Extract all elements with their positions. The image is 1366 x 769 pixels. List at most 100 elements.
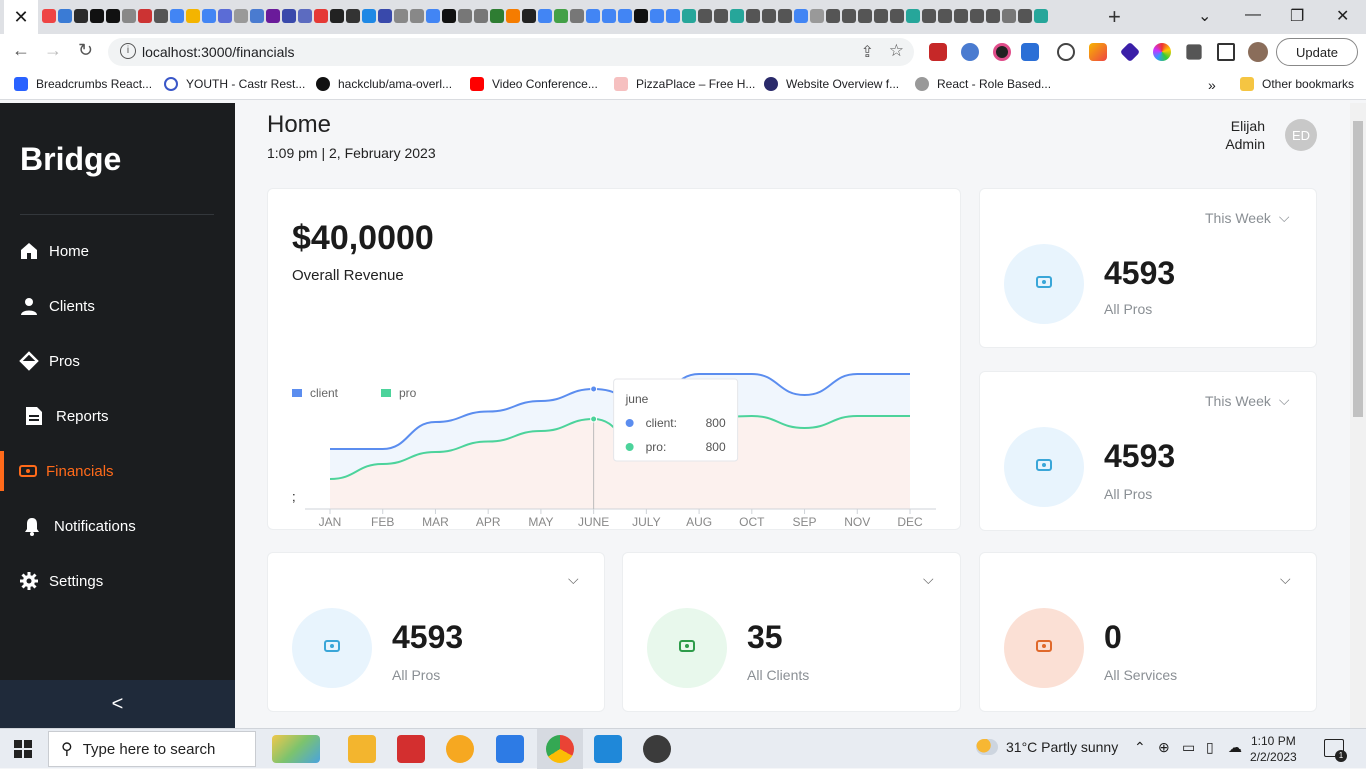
scrollbar-thumb[interactable] (1353, 121, 1363, 417)
minimize-button[interactable]: — (1245, 6, 1261, 23)
tab-favicon-icon[interactable] (890, 9, 904, 23)
color-picker-icon[interactable] (1153, 43, 1171, 61)
taskbar-search-box[interactable]: ⚲ Type here to search (48, 731, 256, 767)
tab-favicon-icon[interactable] (714, 9, 728, 23)
tab-favicon-icon[interactable] (170, 9, 184, 23)
back-icon[interactable]: ← (12, 40, 30, 60)
tab-favicon-icon[interactable] (74, 9, 88, 23)
restore-button[interactable]: ❐ (1290, 8, 1305, 25)
chevron-down-icon[interactable]: ⌵ (1280, 571, 1291, 587)
tab-favicon-icon[interactable] (330, 9, 344, 23)
tab-favicon-icon[interactable] (538, 9, 552, 23)
windows-start-icon[interactable] (14, 740, 32, 763)
bookmark-item[interactable]: Video Conference... (470, 77, 598, 91)
tab-favicon-icon[interactable] (410, 9, 424, 23)
tab-favicon-icon[interactable] (634, 9, 648, 23)
tab-favicon-icon[interactable] (666, 9, 680, 23)
extensions-puzzle-icon[interactable] (1186, 44, 1202, 60)
chevron-down-icon[interactable]: ⌵ (923, 571, 934, 587)
extension-icon[interactable] (1057, 43, 1075, 61)
tab-favicon-icon[interactable] (554, 9, 568, 23)
profile-avatar[interactable] (1248, 42, 1268, 62)
bookmarks-overflow-icon[interactable]: » (1208, 77, 1216, 93)
vscode-icon[interactable] (594, 735, 622, 763)
extension-icon[interactable] (1119, 41, 1141, 63)
tab-favicon-icon[interactable] (650, 9, 664, 23)
widgets-icon[interactable] (272, 735, 320, 763)
tab-favicon-icon[interactable] (698, 9, 712, 23)
tab-favicon-icon[interactable] (570, 9, 584, 23)
share-icon[interactable]: ⇪ (860, 44, 874, 61)
tab-favicon-icon[interactable] (1034, 9, 1048, 23)
tab-favicon-icon[interactable] (138, 9, 152, 23)
tab-favicon-icon[interactable] (1002, 9, 1016, 23)
tab-favicon-icon[interactable] (362, 9, 376, 23)
taskbar-clock[interactable]: 1:10 PM 2/2/2023 (1250, 733, 1297, 765)
network-icon[interactable]: ▭ (1182, 739, 1196, 755)
battery-icon[interactable]: ▯ (1206, 739, 1214, 755)
tab-favicon-icon[interactable] (442, 9, 456, 23)
brand-logo[interactable]: Bridge (20, 141, 122, 177)
tab-favicon-icon[interactable] (970, 9, 984, 23)
tab-favicon-icon[interactable] (874, 9, 888, 23)
tab-favicon-icon[interactable] (474, 9, 488, 23)
close-window-button[interactable]: ✕ (1336, 8, 1350, 25)
extension-icon[interactable] (1089, 43, 1107, 61)
sidebar-item-financials[interactable]: Financials (0, 451, 235, 491)
tab-favicon-icon[interactable] (586, 9, 600, 23)
extension-icon[interactable] (929, 43, 947, 61)
sidebar-item-reports[interactable]: Reports (0, 396, 235, 436)
bookmark-star-icon[interactable]: ☆ (888, 41, 904, 60)
tab-favicon-icon[interactable] (778, 9, 792, 23)
tab-favicon-icon[interactable] (106, 9, 120, 23)
tab-favicon-icon[interactable] (298, 9, 312, 23)
tab-favicon-icon[interactable] (746, 9, 760, 23)
tab-favicon-icon[interactable] (186, 9, 200, 23)
reload-icon[interactable]: ↻ (78, 40, 94, 60)
tab-favicon-icon[interactable] (378, 9, 392, 23)
tab-favicon-icon[interactable] (810, 9, 824, 23)
new-tab-button[interactable]: + (1108, 4, 1121, 29)
bookmark-item[interactable]: Breadcrumbs React... (14, 77, 152, 91)
tab-favicon-icon[interactable] (826, 9, 840, 23)
sidebar-item-home[interactable]: Home (0, 231, 235, 271)
site-info-icon[interactable]: i (120, 43, 136, 59)
tab-favicon-icon[interactable] (938, 9, 952, 23)
tab-favicon-icon[interactable] (218, 9, 232, 23)
chevron-down-icon[interactable]: ⌵ (568, 571, 579, 587)
sidebar-item-pros[interactable]: Pros (0, 341, 235, 381)
side-panel-icon[interactable] (1217, 43, 1235, 61)
tab-favicon-icon[interactable] (90, 9, 104, 23)
page-scrollbar[interactable] (1350, 103, 1366, 728)
tab-favicon-icon[interactable] (346, 9, 360, 23)
tab-favicon-icon[interactable] (618, 9, 632, 23)
tab-favicon-icon[interactable] (234, 9, 248, 23)
tab-favicon-icon[interactable] (490, 9, 504, 23)
revenue-chart[interactable]: client pro JAN FEB MAR APR MAY JUNE JULY AUG OCT SE… (268, 329, 962, 529)
tab-favicon-icon[interactable] (762, 9, 776, 23)
period-dropdown[interactable]: This Week ⌵ (1205, 209, 1290, 226)
bookmark-item[interactable]: hackclub/ama-overl... (316, 77, 452, 91)
extension-icon[interactable] (993, 43, 1011, 61)
tab-favicon-icon[interactable] (522, 9, 536, 23)
url-text[interactable]: localhost:3000/financials (142, 44, 295, 60)
wps-office-icon[interactable] (397, 735, 425, 763)
weather-widget[interactable]: 31°C Partly sunny (976, 739, 1118, 755)
tab-favicon-icon[interactable] (250, 9, 264, 23)
tab-favicon-icon[interactable] (906, 9, 920, 23)
bookmark-item[interactable]: YOUTH - Castr Rest... (164, 77, 305, 91)
notification-center-icon[interactable]: 1 (1324, 739, 1347, 762)
tab-favicon-icon[interactable] (426, 9, 440, 23)
extension-new-icon[interactable] (1021, 43, 1039, 61)
tab-favicon-icon[interactable] (794, 9, 808, 23)
cloud-icon[interactable]: ☁ (1228, 739, 1242, 755)
settings-app-icon[interactable] (643, 735, 671, 763)
collapse-sidebar-button[interactable]: < (0, 680, 235, 728)
tab-favicon-icon[interactable] (506, 9, 520, 23)
tab-search-icon[interactable]: ⌄ (1198, 8, 1212, 25)
tab-favicon-icon[interactable] (314, 9, 328, 23)
forward-icon[interactable]: → (44, 40, 62, 60)
tab-favicon-icon[interactable] (1018, 9, 1032, 23)
sidebar-item-notifications[interactable]: Notifications (0, 506, 235, 546)
tab-favicon-icon[interactable] (954, 9, 968, 23)
